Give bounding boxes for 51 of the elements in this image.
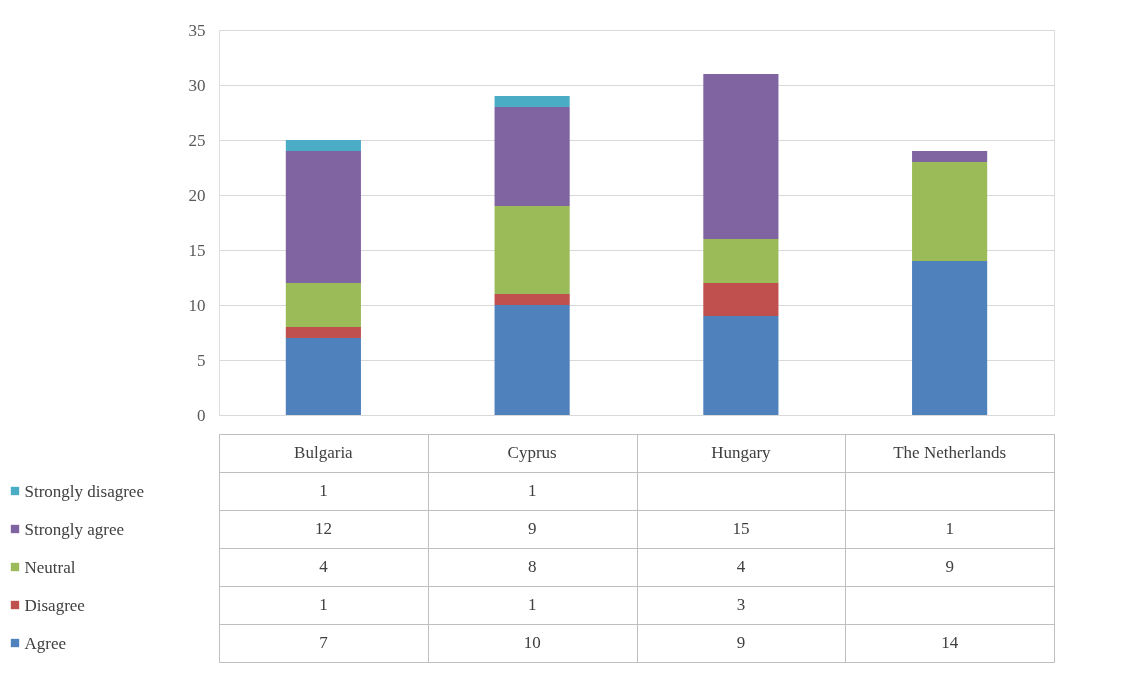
bar bbox=[494, 294, 570, 305]
bar bbox=[285, 140, 361, 151]
data-label: 7 bbox=[319, 633, 329, 652]
bar bbox=[703, 74, 779, 239]
data-label: 12 bbox=[314, 519, 332, 538]
data-label: 8 bbox=[527, 557, 537, 576]
bar bbox=[912, 261, 988, 415]
data-label: 15 bbox=[732, 519, 750, 538]
bar bbox=[912, 151, 988, 162]
data-label: 9 bbox=[945, 557, 954, 576]
bar bbox=[285, 338, 361, 415]
data-label: 1 bbox=[319, 595, 328, 614]
data-label: 9 bbox=[736, 633, 746, 652]
legend-label: Strongly agree bbox=[24, 519, 125, 539]
x-tick-label: Cyprus bbox=[507, 443, 557, 462]
data-label: 1 bbox=[945, 519, 954, 538]
data-label: 1 bbox=[527, 481, 537, 500]
y-tick-label: 30 bbox=[188, 75, 206, 95]
bar bbox=[912, 162, 988, 261]
bar bbox=[285, 327, 361, 338]
bar bbox=[494, 206, 570, 294]
bar bbox=[494, 305, 570, 415]
bar bbox=[703, 283, 779, 316]
bar bbox=[285, 151, 361, 283]
data-label: 4 bbox=[736, 557, 746, 576]
y-tick-label: 0 bbox=[197, 405, 206, 425]
data-label: 1 bbox=[319, 481, 328, 500]
legend-label: Strongly disagree bbox=[24, 481, 144, 501]
bar bbox=[494, 96, 570, 107]
data-label: 4 bbox=[319, 557, 329, 576]
legend-label: Agree bbox=[24, 633, 67, 653]
bar bbox=[703, 316, 779, 415]
data-label: 1 bbox=[527, 595, 537, 614]
y-tick-label: 15 bbox=[188, 240, 206, 260]
bar bbox=[285, 283, 361, 327]
x-tick-label: Bulgaria bbox=[294, 443, 354, 462]
data-label: 10 bbox=[523, 633, 541, 652]
bar bbox=[703, 239, 779, 283]
data-label: 14 bbox=[941, 633, 959, 652]
x-tick-label: The Netherlands bbox=[893, 443, 1007, 462]
bar bbox=[494, 107, 570, 206]
legend-label: Neutral bbox=[24, 557, 76, 577]
y-tick-label: 10 bbox=[188, 295, 206, 315]
y-tick-label: 25 bbox=[188, 130, 206, 150]
data-label: 9 bbox=[527, 519, 537, 538]
x-tick-label: Hungary bbox=[711, 443, 772, 462]
y-tick-label: 5 bbox=[197, 350, 206, 370]
legend-label: Disagree bbox=[24, 595, 85, 615]
y-tick-label: 20 bbox=[188, 185, 206, 205]
y-tick-label: 35 bbox=[188, 20, 206, 40]
data-label: 3 bbox=[736, 595, 746, 614]
